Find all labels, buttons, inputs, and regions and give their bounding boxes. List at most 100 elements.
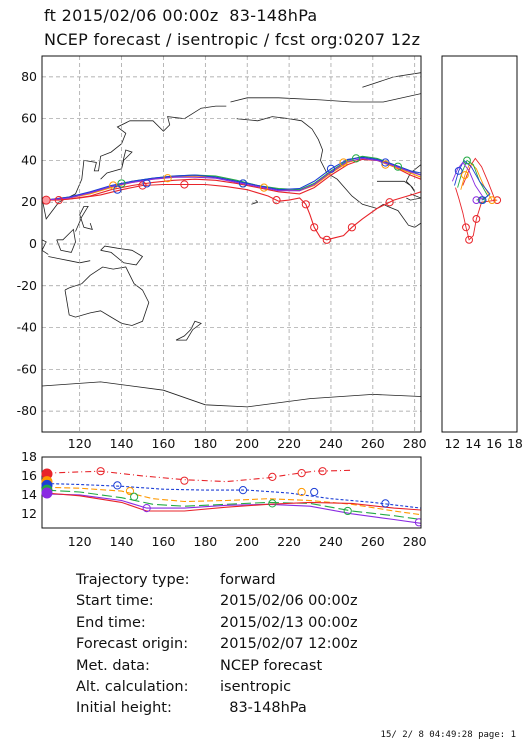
height-x-tick-label: 180 bbox=[193, 534, 217, 549]
coastline bbox=[406, 193, 421, 201]
map-x-tick-label: 220 bbox=[277, 436, 301, 451]
info-label: End time: bbox=[76, 614, 146, 631]
trajectory-marker bbox=[238, 179, 248, 188]
trajectory-marker bbox=[310, 223, 319, 232]
coastline bbox=[64, 266, 150, 326]
map-frame bbox=[41, 55, 422, 433]
height-marker bbox=[238, 486, 248, 495]
height-marker bbox=[130, 492, 139, 501]
height-x-tick-label: 200 bbox=[235, 534, 259, 549]
info-label: Forecast origin: bbox=[76, 636, 189, 653]
height-y-tick-label: 16 bbox=[21, 468, 37, 483]
coastline bbox=[100, 149, 133, 180]
height-marker bbox=[297, 487, 306, 497]
map-x-tick-label: 120 bbox=[68, 436, 92, 451]
height-y-tick-label: 12 bbox=[21, 506, 37, 521]
side-x-tick-label: 12 bbox=[444, 436, 460, 451]
map-y-tick-label: -60 bbox=[17, 361, 37, 376]
trajectory-marker bbox=[301, 200, 310, 209]
height-series-line bbox=[46, 469, 352, 483]
height-x-tick-label: 120 bbox=[68, 534, 92, 549]
coastline bbox=[236, 116, 421, 228]
trajectory-marker bbox=[54, 196, 63, 205]
map-y-tick-label: 40 bbox=[21, 152, 37, 167]
height-series-line bbox=[46, 492, 421, 512]
info-value: 2015/02/07 12:00z bbox=[220, 636, 358, 653]
height-panel bbox=[46, 467, 421, 527]
info-value: 83-148hPa bbox=[220, 700, 307, 717]
info-row: Trajectory type: forward bbox=[76, 570, 358, 591]
side-panel bbox=[451, 156, 502, 244]
coastline bbox=[48, 256, 91, 264]
trajectory-marker bbox=[381, 160, 390, 169]
side-marker bbox=[472, 215, 481, 223]
height-x-tick-label: 240 bbox=[319, 534, 343, 549]
map-x-tick-label: 180 bbox=[193, 436, 217, 451]
trajectory-marker bbox=[117, 179, 126, 188]
map-x-tick-label: 260 bbox=[361, 436, 385, 451]
side-trajectory-line bbox=[451, 161, 485, 201]
trajectory-marker bbox=[109, 181, 118, 190]
info-label: Trajectory type: bbox=[76, 572, 190, 588]
trajectory-marker bbox=[272, 196, 281, 205]
info-row: Start time: 2015/02/06 00:00z bbox=[76, 591, 358, 612]
side-x-tick-label: 14 bbox=[465, 436, 481, 451]
height-marker bbox=[414, 518, 421, 527]
side-marker bbox=[454, 166, 463, 175]
trajectory-marker bbox=[138, 181, 147, 190]
trajectory-marker bbox=[385, 198, 394, 207]
map-x-tick-label: 140 bbox=[110, 436, 134, 451]
side-marker bbox=[465, 235, 473, 244]
height-marker bbox=[318, 467, 327, 476]
map-y-tick-label: -40 bbox=[17, 320, 37, 335]
height-marker bbox=[96, 467, 105, 476]
coastline bbox=[230, 93, 421, 103]
height-y-tick-label: 14 bbox=[21, 487, 37, 502]
side-marker bbox=[488, 196, 496, 205]
side-marker bbox=[493, 196, 502, 205]
side-marker bbox=[463, 156, 471, 165]
height-marker bbox=[297, 468, 306, 478]
trajectory-line bbox=[46, 155, 421, 201]
side-marker bbox=[472, 196, 481, 205]
height-x-tick-label: 280 bbox=[403, 534, 427, 549]
info-label: Initial height: bbox=[76, 700, 172, 717]
info-row: End time: 2015/02/13 00:00z bbox=[76, 613, 358, 634]
height-y-tick-label: 18 bbox=[21, 449, 37, 464]
map-y-tick-label: -20 bbox=[17, 278, 37, 293]
height-marker bbox=[180, 476, 189, 485]
info-label: Alt. calculation: bbox=[76, 679, 189, 696]
height-marker bbox=[310, 487, 319, 497]
height-marker bbox=[142, 504, 151, 513]
side-trajectory-line bbox=[455, 187, 498, 241]
height-start-marker bbox=[41, 487, 53, 499]
info-row: Met. data: NCEP forecast bbox=[76, 656, 358, 677]
trajectory-marker bbox=[347, 223, 357, 232]
plot-title-line1: ft 2015/02/06 00:00z 83-148hPa bbox=[44, 6, 318, 25]
trajectory-marker bbox=[393, 162, 403, 171]
coastline bbox=[100, 245, 144, 266]
trajectory-marker bbox=[259, 183, 269, 192]
coastline bbox=[42, 239, 49, 255]
info-value: 2015/02/06 00:00z bbox=[220, 593, 358, 610]
coastline bbox=[56, 228, 76, 253]
start-point-marker bbox=[42, 195, 51, 205]
info-value: 2015/02/13 00:00z bbox=[220, 614, 358, 631]
side-marker bbox=[461, 171, 469, 179]
trajectory-marker bbox=[381, 158, 390, 167]
trajectory-line bbox=[46, 156, 421, 201]
info-value: isentropic bbox=[220, 679, 292, 696]
info-row: Initial height: 83-148hPa bbox=[76, 698, 358, 719]
side-x-tick-label: 16 bbox=[486, 436, 502, 451]
info-label: Start time: bbox=[76, 593, 154, 610]
plot-title-line2: NCEP forecast / isentropic / fcst org:02… bbox=[44, 30, 421, 49]
height-marker bbox=[381, 499, 390, 508]
map-x-tick-label: 160 bbox=[152, 436, 176, 451]
map-y-tick-label: 80 bbox=[21, 69, 37, 84]
side-marker bbox=[478, 196, 487, 205]
height-marker bbox=[125, 486, 135, 496]
side-x-tick-label: 18 bbox=[507, 436, 523, 451]
map-x-tick-label: 200 bbox=[235, 436, 259, 451]
coastline bbox=[42, 381, 421, 408]
